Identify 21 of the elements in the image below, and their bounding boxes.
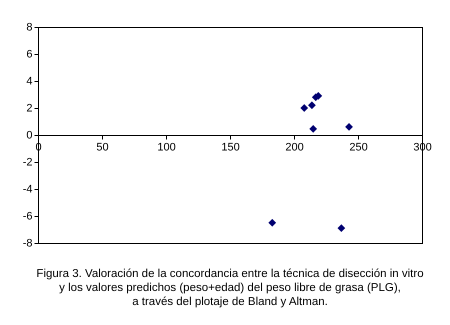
y-tick-label: -4 (22, 184, 32, 196)
y-tick-label: 8 (26, 22, 32, 34)
y-tick-label: 0 (26, 130, 32, 142)
x-tick-label: 200 (285, 142, 304, 154)
point (300, 104, 308, 112)
point (345, 123, 353, 131)
x-tick-label: 100 (157, 142, 176, 154)
point (309, 125, 318, 133)
y-tick-label: 2 (26, 102, 32, 114)
y-tick-label: -2 (22, 156, 32, 168)
point (337, 224, 346, 232)
x-tick-label: 250 (349, 142, 368, 154)
y-tick-label: 6 (26, 48, 32, 60)
point (308, 101, 316, 110)
text: Figura 3. Valoración de la concordancia entre la técnica de disección in vitro y los valores predichos (peso+edad) del peso libre de grasa (PLG), a través del plotaje de Bland y Altman. (36, 268, 424, 308)
y-tick-label: -8 (22, 238, 32, 250)
x-tick-label: 50 (96, 142, 109, 154)
point (268, 218, 276, 227)
x-tick-label: 150 (221, 142, 240, 154)
y-tick-label: -6 (22, 210, 32, 222)
y-tick-label: 4 (26, 76, 32, 88)
